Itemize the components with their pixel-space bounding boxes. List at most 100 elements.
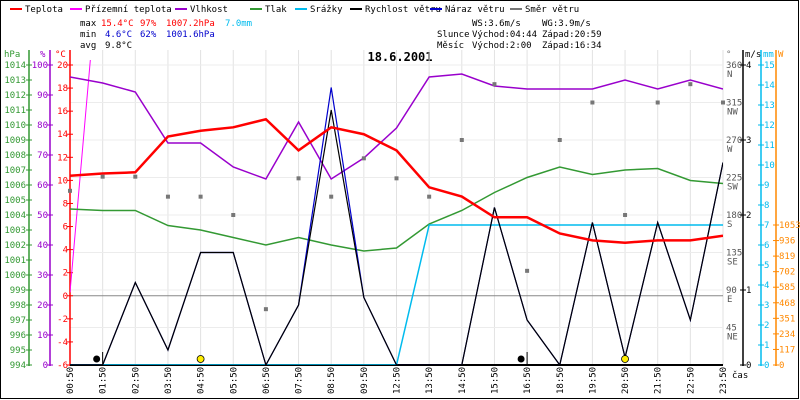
stat-min-temp: 4.6°C <box>105 30 132 40</box>
series <box>68 60 725 365</box>
hpa-tick-label: 997 <box>10 316 26 326</box>
stat-min-press: 1001.6hPa <box>166 30 215 40</box>
sun-set: Západ:20:59 <box>542 30 602 40</box>
deg-tick-label: 360 <box>726 61 742 71</box>
pct-tick-label: 50 <box>37 211 48 221</box>
stats-block: max 15.4°C 97% 1007.2hPa 7.0mm min 4.6°C… <box>80 19 602 51</box>
wind-direction-point <box>427 194 432 199</box>
ms-tick-label: 1 <box>746 286 751 296</box>
hpa-tick-label: 995 <box>10 346 26 356</box>
stat-max-hum: 97% <box>140 19 157 29</box>
w-tick-label: 702 <box>779 268 795 278</box>
x-tick-label: 03:50 <box>164 367 174 394</box>
x-tick-label: 08:50 <box>327 367 337 394</box>
mm-tick-label: 9 <box>764 181 769 191</box>
ms-tick-label: 2 <box>746 211 751 221</box>
deg-tick-label: 90 <box>726 286 737 296</box>
temp-tick-label: 0 <box>63 292 68 302</box>
legend-label: Teplota <box>25 5 63 15</box>
legend-label: Vlhkost <box>190 5 228 15</box>
mm-tick-label: 14 <box>764 81 775 91</box>
wind-direction-point <box>231 213 236 217</box>
night-cloud-icon <box>517 352 528 364</box>
night-cloud-icon <box>93 352 104 364</box>
x-tick-label: 19:50 <box>588 367 598 394</box>
deg-dir-label: W <box>727 145 733 155</box>
deg-tick-label: 45 <box>726 324 737 334</box>
w-tick-label: 351 <box>779 314 795 324</box>
wind-direction-point <box>296 176 301 181</box>
ms-tick-label: 0 <box>746 361 751 371</box>
stat-max-temp: 15.4°C <box>101 19 134 29</box>
hpa-tick-label: 1005 <box>4 196 26 206</box>
deg-tick-label: 270 <box>726 136 742 146</box>
mm-tick-label: 5 <box>764 261 769 271</box>
stat-max-press: 1007.2hPa <box>166 19 215 29</box>
hpa-tick-label: 998 <box>10 301 26 311</box>
series-rychlost-větru <box>70 109 723 365</box>
wind-direction-point <box>165 194 170 199</box>
x-tick-label: 09:50 <box>360 367 370 394</box>
temp-tick-label: 18 <box>57 84 68 94</box>
hpa-tick-label: 1004 <box>4 211 26 221</box>
wind-direction-point <box>688 82 693 87</box>
wind-direction-point <box>655 100 660 105</box>
x-tick-label: 04:50 <box>197 367 207 394</box>
x-tick-label: 14:50 <box>458 367 468 394</box>
moon-set: Západ:16:34 <box>542 41 602 51</box>
hpa-tick-label: 1003 <box>4 226 26 236</box>
pct-tick-label: 80 <box>37 121 48 131</box>
temp-tick-label: 12 <box>57 153 68 163</box>
hpa-tick-label: 1012 <box>4 91 26 101</box>
temp-tick-label: 20 <box>57 61 68 71</box>
stat-avg-label: avg <box>80 41 96 51</box>
wind-direction-point <box>557 138 562 142</box>
deg-dir-label: S <box>727 220 732 230</box>
stat-ws: WS:3.6m/s <box>472 19 521 29</box>
pct-axis-unit: % <box>40 50 46 60</box>
sun-icon <box>196 355 205 363</box>
legend-label: Srážky <box>310 5 343 15</box>
w-tick-label: 117 <box>779 345 795 355</box>
pct-tick-label: 0 <box>43 361 48 371</box>
hpa-tick-label: 1009 <box>4 136 26 146</box>
mm-tick-label: 10 <box>764 161 775 171</box>
cloud-shape <box>93 355 101 363</box>
mm-tick-label: 2 <box>764 321 769 331</box>
ms-axis-unit: m/s <box>745 50 761 60</box>
deg-dir-label: NE <box>727 333 738 343</box>
deg-axis-unit: ° <box>726 50 731 60</box>
wind-direction-point <box>721 100 725 105</box>
stat-min-label: min <box>80 30 96 40</box>
series-srážky <box>70 224 723 365</box>
hpa-tick-label: 1002 <box>4 241 26 251</box>
stat-min-hum: 62% <box>140 30 157 40</box>
wind-direction-point <box>459 138 464 142</box>
deg-dir-label: SW <box>727 183 738 193</box>
temp-tick-label: 4 <box>63 246 68 256</box>
temp-tick-label: 6 <box>63 223 68 233</box>
x-tick-label: 23:50 <box>719 367 729 394</box>
x-tick-label: 05:50 <box>229 367 239 394</box>
wind-direction-point <box>68 188 72 193</box>
mm-tick-label: 1 <box>764 341 769 351</box>
hpa-tick-label: 1000 <box>4 271 26 281</box>
temp-axis-unit: °C <box>55 50 66 60</box>
temp-tick-label: -2 <box>57 315 68 325</box>
w-tick-label: 234 <box>779 330 795 340</box>
temp-tick-label: 2 <box>63 269 68 279</box>
temp-tick-label: 16 <box>57 107 68 117</box>
hpa-tick-label: 1006 <box>4 181 26 191</box>
wind-direction-point <box>623 213 628 217</box>
wind-direction-point <box>100 174 105 179</box>
temp-tick-label: 10 <box>57 176 68 186</box>
deg-dir-label: SE <box>727 258 738 268</box>
hpa-tick-label: 1001 <box>4 256 26 266</box>
sun-icon <box>621 355 629 363</box>
hpa-tick-label: 1008 <box>4 151 26 161</box>
pct-tick-label: 70 <box>37 151 48 161</box>
mm-tick-label: 3 <box>764 301 769 311</box>
x-tick-label: 18:50 <box>556 367 566 394</box>
x-tick-label: 22:50 <box>686 367 696 394</box>
